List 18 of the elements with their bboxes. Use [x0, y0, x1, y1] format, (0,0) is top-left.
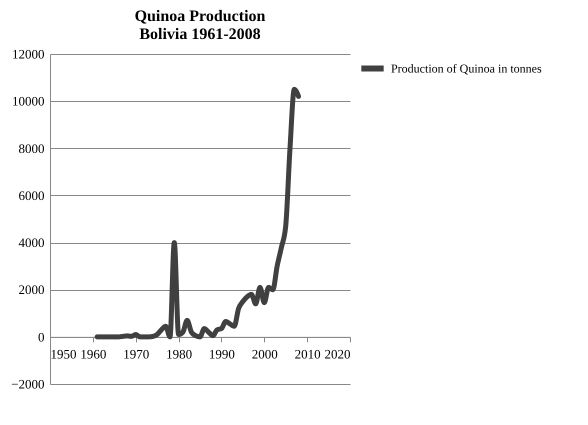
- legend-label: Production of Quinoa in tonnes: [391, 62, 542, 76]
- y-tick-label: −2000: [11, 376, 44, 392]
- y-tick-label: 8000: [18, 140, 44, 156]
- y-tick-label: 6000: [18, 188, 44, 203]
- y-tick-label: 10000: [12, 94, 44, 109]
- x-tick-label: 1990: [208, 346, 235, 362]
- y-tick-label: 12000: [12, 46, 44, 62]
- y-tick-label: 2000: [18, 282, 44, 298]
- x-tick-label: 1950: [50, 346, 76, 362]
- x-tick-label: 2010: [294, 346, 321, 362]
- chart-title: Quinoa Production Bolivia 1961-2008: [134, 8, 266, 43]
- x-tick-label: 1960: [80, 346, 106, 362]
- y-tick-label: 4000: [18, 235, 44, 250]
- x-tick-label: 1970: [123, 346, 150, 362]
- x-tick-label: 2020: [324, 346, 350, 362]
- x-tick-label: 2000: [252, 346, 278, 362]
- y-tick-label: 0: [38, 329, 44, 344]
- x-tick-label: 1980: [166, 346, 192, 362]
